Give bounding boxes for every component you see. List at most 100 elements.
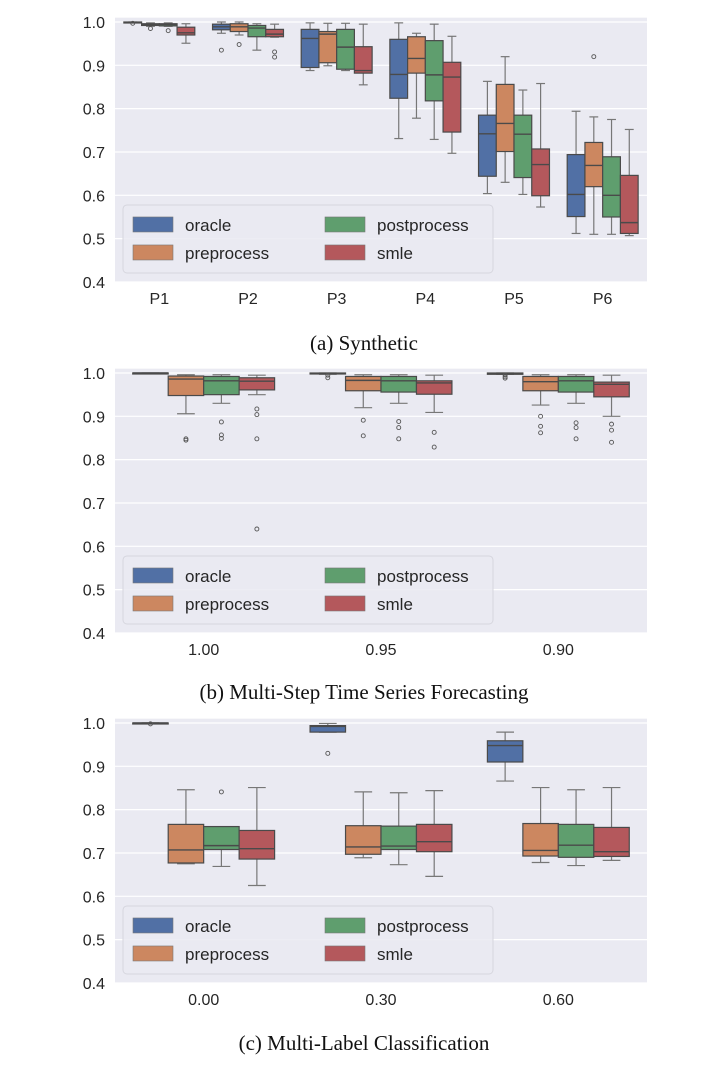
box-body bbox=[247, 24, 267, 38]
legend: oracle preprocess postprocess smle bbox=[122, 905, 494, 975]
box-smle bbox=[238, 374, 276, 532]
y-tick-label: 0.4 bbox=[83, 626, 105, 643]
box-preprocess bbox=[584, 54, 604, 235]
box-body bbox=[318, 30, 338, 64]
box-body bbox=[566, 153, 586, 218]
outlier-point bbox=[573, 420, 579, 426]
box-smle bbox=[265, 23, 285, 60]
legend-swatch-smle bbox=[324, 945, 366, 962]
box-oracle bbox=[477, 80, 497, 195]
outlier-point bbox=[538, 413, 544, 419]
box-body bbox=[495, 83, 515, 153]
y-tick-label: 0.7 bbox=[83, 496, 105, 513]
box-preprocess bbox=[141, 22, 160, 31]
y-tick-label: 0.5 bbox=[83, 583, 105, 600]
y-tick-label: 0.8 bbox=[83, 803, 105, 820]
box-body bbox=[424, 40, 444, 102]
outlier-point bbox=[396, 425, 402, 431]
box-body bbox=[167, 823, 205, 864]
x-tick-label: 0.00 bbox=[188, 992, 219, 1009]
outlier-point bbox=[573, 425, 579, 431]
box-oracle bbox=[132, 372, 169, 375]
box-body bbox=[229, 23, 249, 33]
legend-swatch-oracle bbox=[132, 567, 174, 584]
y-tick-label: 1.0 bbox=[83, 366, 105, 383]
y-tick-label: 0.6 bbox=[83, 889, 105, 906]
box-smle bbox=[442, 35, 462, 154]
box-preprocess bbox=[167, 789, 205, 865]
outlier-point bbox=[431, 429, 437, 435]
outlier-point bbox=[218, 432, 224, 438]
outlier-point bbox=[165, 28, 171, 34]
box-oracle bbox=[300, 22, 320, 72]
legend-swatch-postprocess bbox=[324, 917, 366, 934]
box-postprocess bbox=[158, 22, 178, 34]
box-body bbox=[522, 822, 559, 857]
y-tick-label: 0.5 bbox=[83, 232, 105, 249]
chart-panel-1: 0.4 0.5 0.6 0.7 0.8 0.9 1.0 1.00 0.95 0.90 oracle p… bbox=[83, 366, 647, 704]
box-smle bbox=[353, 23, 373, 86]
legend-swatch-postprocess bbox=[324, 567, 366, 584]
x-tick-label: 0.90 bbox=[543, 642, 574, 659]
y-tick-label: 0.7 bbox=[83, 846, 105, 863]
outlier-point bbox=[254, 526, 260, 532]
box-body bbox=[584, 141, 604, 188]
outlier-point bbox=[396, 436, 402, 442]
legend-swatch-oracle bbox=[132, 917, 174, 934]
outlier-point bbox=[218, 419, 224, 425]
box-postprocess bbox=[557, 789, 595, 867]
box-smle bbox=[176, 23, 196, 44]
outlier-point bbox=[502, 375, 508, 381]
x-tick-label: P6 bbox=[593, 291, 613, 308]
x-tick-label: 0.30 bbox=[365, 992, 396, 1009]
x-tick-label: 1.00 bbox=[188, 642, 219, 659]
legend-label-oracle: oracle bbox=[185, 917, 231, 936]
box-body bbox=[176, 26, 196, 36]
y-tick-label: 1.0 bbox=[83, 716, 105, 733]
box-smle bbox=[415, 374, 453, 450]
legend-label-smle: smle bbox=[377, 595, 413, 614]
outlier-point bbox=[431, 444, 437, 450]
box-body bbox=[389, 38, 409, 99]
box-smle bbox=[238, 786, 276, 887]
box-body bbox=[557, 375, 595, 393]
box-body bbox=[407, 36, 426, 74]
outlier-point bbox=[218, 435, 224, 441]
y-tick-label: 0.6 bbox=[83, 188, 105, 205]
box-body bbox=[522, 375, 559, 392]
outlier-point bbox=[538, 430, 544, 436]
box-oracle bbox=[486, 731, 524, 782]
legend-label-postprocess: postprocess bbox=[377, 917, 469, 936]
box-postprocess bbox=[380, 792, 418, 866]
outlier-point bbox=[272, 54, 278, 60]
box-body bbox=[344, 825, 382, 855]
box-body bbox=[593, 381, 630, 398]
y-tick-label: 1.0 bbox=[83, 15, 105, 32]
box-body bbox=[203, 375, 240, 396]
outlier-point bbox=[609, 439, 614, 445]
legend-label-smle: smle bbox=[377, 945, 413, 964]
outlier-point bbox=[396, 419, 402, 424]
box-body bbox=[353, 46, 373, 74]
box-oracle bbox=[389, 22, 409, 140]
box-postprocess bbox=[336, 22, 355, 72]
outlier-point bbox=[254, 436, 260, 442]
legend-label-preprocess: preprocess bbox=[185, 595, 269, 614]
box-postprocess bbox=[203, 789, 240, 868]
legend-label-postprocess: postprocess bbox=[377, 567, 469, 586]
box-oracle bbox=[309, 722, 347, 756]
x-tick-label: P4 bbox=[416, 291, 436, 308]
y-tick-label: 0.7 bbox=[83, 145, 105, 162]
box-body bbox=[309, 724, 347, 733]
y-tick-label: 0.6 bbox=[83, 539, 105, 556]
x-tick-label: P2 bbox=[238, 291, 258, 308]
legend-swatch-preprocess bbox=[132, 244, 174, 261]
legend-frame bbox=[122, 204, 494, 274]
outlier-point bbox=[573, 436, 579, 442]
y-tick-label: 0.5 bbox=[83, 933, 105, 950]
outlier-point bbox=[609, 421, 614, 427]
x-tick-label: 0.95 bbox=[365, 642, 396, 659]
legend: oracle preprocess postprocess smle bbox=[122, 204, 494, 274]
box-body bbox=[265, 28, 285, 38]
